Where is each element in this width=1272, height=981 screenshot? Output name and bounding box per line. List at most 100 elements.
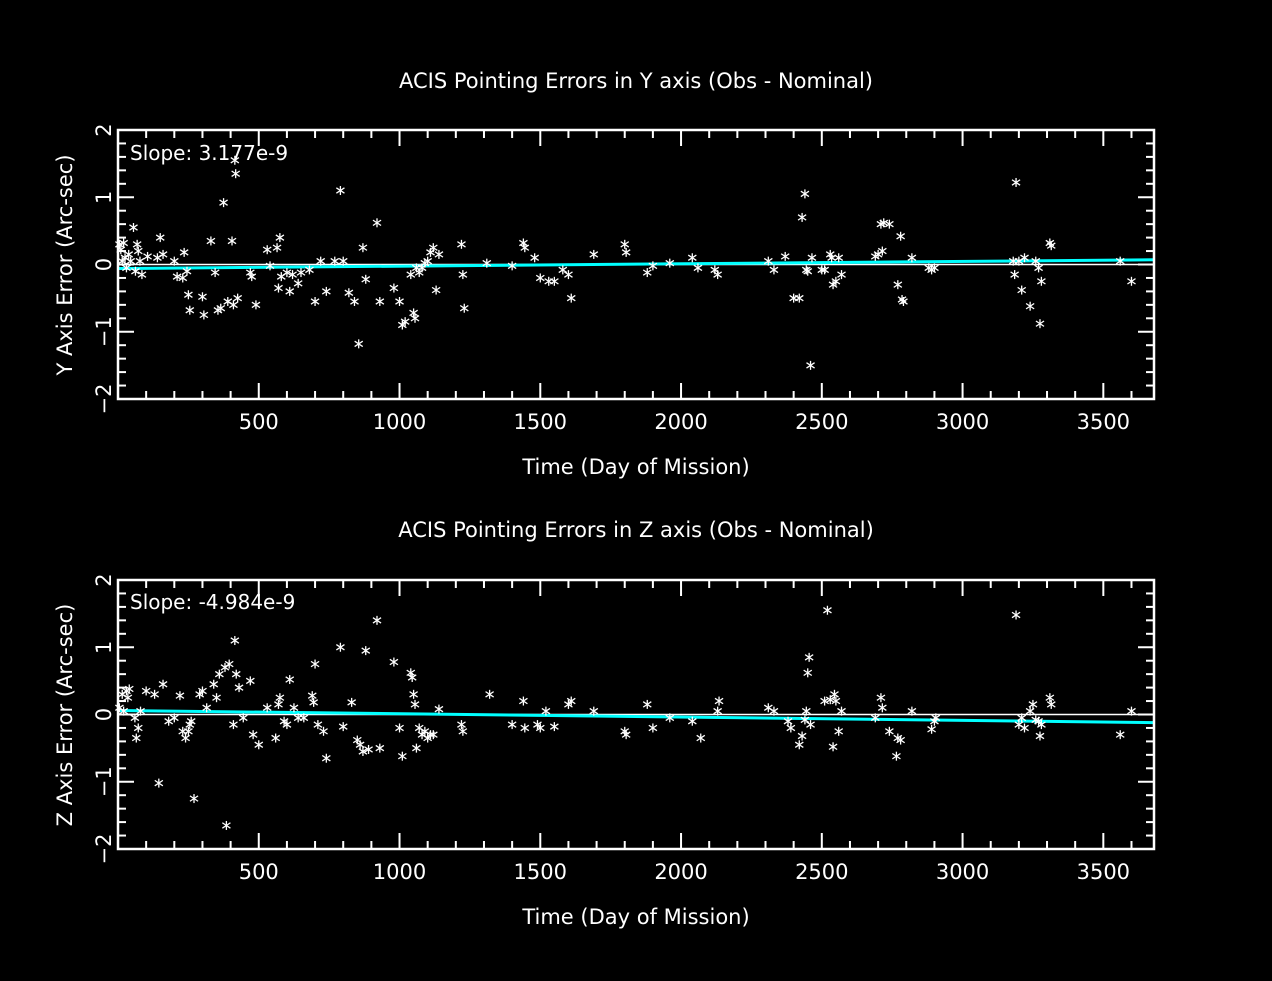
- data-point: [372, 218, 382, 228]
- data-point: [485, 689, 495, 699]
- data-point: [271, 733, 281, 743]
- data-point: [696, 733, 706, 743]
- data-point: [319, 726, 328, 736]
- data-point: [169, 713, 179, 723]
- plot-frame: [116, 128, 1156, 401]
- data-point: [397, 751, 407, 761]
- data-point: [518, 696, 528, 706]
- data-point: [358, 746, 368, 756]
- data-point: [800, 189, 810, 199]
- z-axis-error-chart: ACIS Pointing Errors in Z axis (Obs - No…: [53, 518, 1156, 929]
- data-point: [1127, 706, 1136, 716]
- data-point: [1025, 706, 1035, 716]
- data-point: [642, 699, 652, 709]
- data-point: [130, 713, 140, 723]
- data-point: [285, 286, 295, 296]
- data-point: [1025, 301, 1035, 311]
- x-tick-label: 3000: [936, 410, 989, 434]
- data-point: [131, 733, 141, 743]
- data-point: [1020, 253, 1029, 263]
- data-point: [132, 239, 142, 249]
- data-point: [783, 716, 793, 726]
- axis-ticks: 500 1000 1500 2000 2500 3000 3500 −2 −1 0 1 2: [92, 573, 1154, 884]
- data-point: [1020, 723, 1029, 733]
- data-point: [172, 272, 182, 282]
- x-tick-label: 2500: [795, 410, 848, 434]
- data-point: [1046, 241, 1056, 251]
- data-point: [931, 713, 941, 723]
- data-point: [891, 751, 901, 761]
- data-point: [687, 253, 697, 263]
- y-axis-label: Y Axis Error (Arc-sec): [53, 154, 77, 376]
- data-point: [879, 218, 889, 228]
- y-tick-label: 0: [92, 258, 116, 271]
- data-point: [431, 285, 441, 295]
- data-point: [181, 733, 190, 743]
- data-point: [520, 723, 530, 733]
- data-point: [507, 261, 517, 271]
- data-point: [412, 743, 421, 753]
- data-point: [589, 249, 599, 259]
- data-point: [1011, 610, 1021, 620]
- data-point: [179, 247, 189, 257]
- data-point: [558, 265, 568, 275]
- data-point: [350, 296, 359, 306]
- data-point: [831, 276, 841, 286]
- data-point: [834, 253, 844, 263]
- data-point: [375, 743, 385, 753]
- data-point: [428, 730, 438, 740]
- data-point: [288, 270, 297, 280]
- y-tick-label: 0: [92, 708, 116, 721]
- data-point: [389, 283, 399, 293]
- data-point: [457, 720, 466, 730]
- data-point: [183, 726, 193, 736]
- data-point: [155, 233, 165, 243]
- data-point: [178, 273, 188, 283]
- data-point: [927, 724, 937, 734]
- data-point: [344, 288, 354, 298]
- x-tick-label: 1000: [373, 860, 426, 884]
- x-tick-label: 2500: [795, 860, 848, 884]
- data-point: [589, 706, 599, 716]
- data-point: [407, 673, 417, 683]
- data-point: [564, 270, 573, 280]
- data-point: [400, 317, 410, 327]
- data-point: [321, 286, 331, 296]
- data-point: [274, 699, 283, 709]
- data-point: [202, 703, 212, 713]
- data-point: [262, 703, 272, 713]
- data-point: [459, 303, 469, 313]
- data-point: [907, 253, 917, 263]
- data-point: [395, 723, 404, 733]
- data-point: [219, 198, 228, 208]
- data-point: [801, 706, 811, 716]
- data-point: [800, 715, 810, 725]
- data-point: [877, 246, 887, 256]
- data-point: [1017, 713, 1027, 723]
- data-point: [335, 186, 345, 196]
- data-point: [231, 169, 241, 179]
- data-point: [482, 258, 492, 268]
- y-tick-label: 1: [92, 191, 116, 204]
- data-points: [114, 155, 1136, 370]
- data-point: [316, 256, 326, 266]
- data-point: [549, 722, 559, 732]
- data-point: [131, 266, 140, 276]
- data-point: [837, 706, 846, 716]
- data-point: [143, 251, 152, 261]
- data-point: [535, 723, 545, 733]
- data-point: [198, 686, 207, 696]
- x-tick-label: 3000: [936, 860, 989, 884]
- data-point: [896, 231, 906, 241]
- data-point: [209, 679, 219, 689]
- x-tick-label: 2000: [654, 410, 707, 434]
- data-point: [307, 691, 317, 701]
- y-tick-label: −1: [92, 766, 116, 797]
- chart-title: ACIS Pointing Errors in Y axis (Obs - No…: [399, 69, 873, 93]
- data-point: [265, 261, 275, 271]
- y-tick-label: −2: [92, 834, 116, 865]
- data-point: [406, 270, 416, 280]
- data-point: [182, 266, 192, 276]
- data-point: [907, 706, 917, 716]
- data-point: [238, 713, 248, 723]
